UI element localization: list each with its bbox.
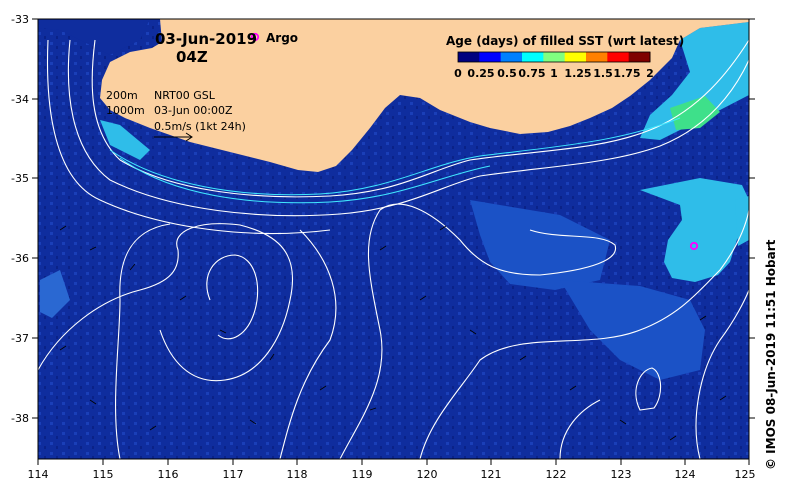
sst-patch-warm-green — [670, 96, 720, 130]
contour-9 — [559, 399, 601, 459]
colorbar-tick: 1.75 — [613, 67, 640, 80]
velocity-scale-label: 0.5m/s (1kt 24h) — [154, 120, 246, 133]
sst-patch-coast-west — [100, 120, 150, 160]
map-area — [38, 19, 749, 459]
lon-tick: 114 — [28, 468, 49, 481]
lat-tick: -38 — [11, 412, 29, 425]
lon-tick: 116 — [158, 468, 179, 481]
argo-markers — [250, 32, 699, 251]
contour-8 — [635, 367, 662, 411]
colorbar-tick: 1.25 — [564, 67, 591, 80]
sst-patch-southeast — [560, 280, 705, 380]
colorbar-tick: 2 — [646, 67, 654, 80]
colorbar: Age (days) of filled SST (wrt latest) 0 … — [446, 34, 684, 80]
colorbar-swatch — [564, 52, 587, 62]
contour-5 — [279, 229, 337, 459]
colorbar-tick: 1 — [550, 67, 558, 80]
latitude-axis: -33 -34 -35 -36 -37 -38 — [11, 13, 29, 425]
contour-2 — [38, 223, 294, 382]
lat-tick: -33 — [11, 13, 29, 26]
contour-6 — [339, 203, 617, 459]
isobath-200 — [91, 39, 749, 198]
lon-tick: 117 — [223, 468, 244, 481]
colorbar-swatch — [628, 52, 651, 62]
lon-tick: 121 — [481, 468, 502, 481]
colorbar-tick: 0 — [454, 67, 462, 80]
isobath-1000-label: 1000m — [106, 104, 145, 117]
lon-tick: 120 — [417, 468, 438, 481]
timestamp-label: 03-Jun 00:00Z — [154, 104, 233, 117]
isobath-200-label: 200m — [106, 89, 138, 102]
current-lines — [109, 117, 681, 204]
sst-patches — [40, 22, 749, 380]
ticks — [32, 18, 755, 465]
lon-tick: 124 — [675, 468, 696, 481]
sst-patch-far-east — [735, 196, 749, 246]
colorbar-frame — [457, 51, 651, 63]
lon-tick: 118 — [287, 468, 308, 481]
lat-tick: -36 — [11, 252, 29, 265]
land-cape-leeuwin — [38, 19, 150, 55]
isobath-1000 — [67, 39, 749, 217]
colorbar-swatch — [500, 52, 523, 62]
argo-legend-label: Argo — [266, 31, 298, 45]
contour-7 — [419, 209, 749, 459]
credit-label: © IMOS 08-Jun-2019 11:51 Hobart — [764, 239, 778, 470]
lon-tick: 119 — [352, 468, 373, 481]
contour-1 — [47, 39, 331, 235]
velocity-arrows — [59, 225, 727, 441]
map-date: 03-Jun-2019 — [155, 30, 257, 48]
longitude-axis: 114 115 116 117 118 119 120 121 122 123 … — [28, 468, 756, 481]
colorbar-swatch — [607, 52, 630, 62]
sst-patch-east — [640, 178, 749, 282]
colorbar-swatch — [543, 52, 566, 62]
colorbar-tick: 1.5 — [593, 67, 613, 80]
contour-10 — [695, 289, 749, 459]
colorbar-title: Age (days) of filled SST (wrt latest) — [446, 34, 684, 48]
lat-tick: -35 — [11, 172, 29, 185]
sst-patch-mid — [470, 200, 610, 290]
map-hour: 04Z — [176, 48, 208, 66]
current-line-2 — [119, 157, 491, 204]
colorbar-swatch — [479, 52, 502, 62]
sst-patch-west — [40, 270, 70, 318]
colorbar-swatch — [586, 52, 608, 62]
current-line-1 — [109, 117, 681, 196]
product-label: NRT00 GSL — [154, 89, 216, 102]
colorbar-swatch — [522, 52, 544, 62]
lon-tick: 123 — [611, 468, 632, 481]
sst-patch-northeast — [640, 22, 749, 140]
colorbar-gradient — [458, 52, 651, 62]
lon-tick: 122 — [546, 468, 567, 481]
lat-tick: -37 — [11, 332, 29, 345]
colorbar-tick: 0.75 — [518, 67, 545, 80]
contour-3 — [206, 254, 259, 340]
colorbar-tick: 0.5 — [497, 67, 517, 80]
lon-tick: 125 — [735, 468, 756, 481]
colorbar-tick: 0.25 — [467, 67, 494, 80]
velocity-scale-arrow — [154, 132, 193, 142]
argo-float — [689, 241, 699, 251]
lon-tick: 115 — [93, 468, 114, 481]
plot-frame — [37, 18, 750, 460]
colorbar-swatch — [458, 52, 480, 62]
argo-float-legend — [250, 32, 260, 42]
contour-4 — [115, 223, 171, 459]
lat-tick: -34 — [11, 93, 29, 106]
contours — [38, 39, 749, 459]
